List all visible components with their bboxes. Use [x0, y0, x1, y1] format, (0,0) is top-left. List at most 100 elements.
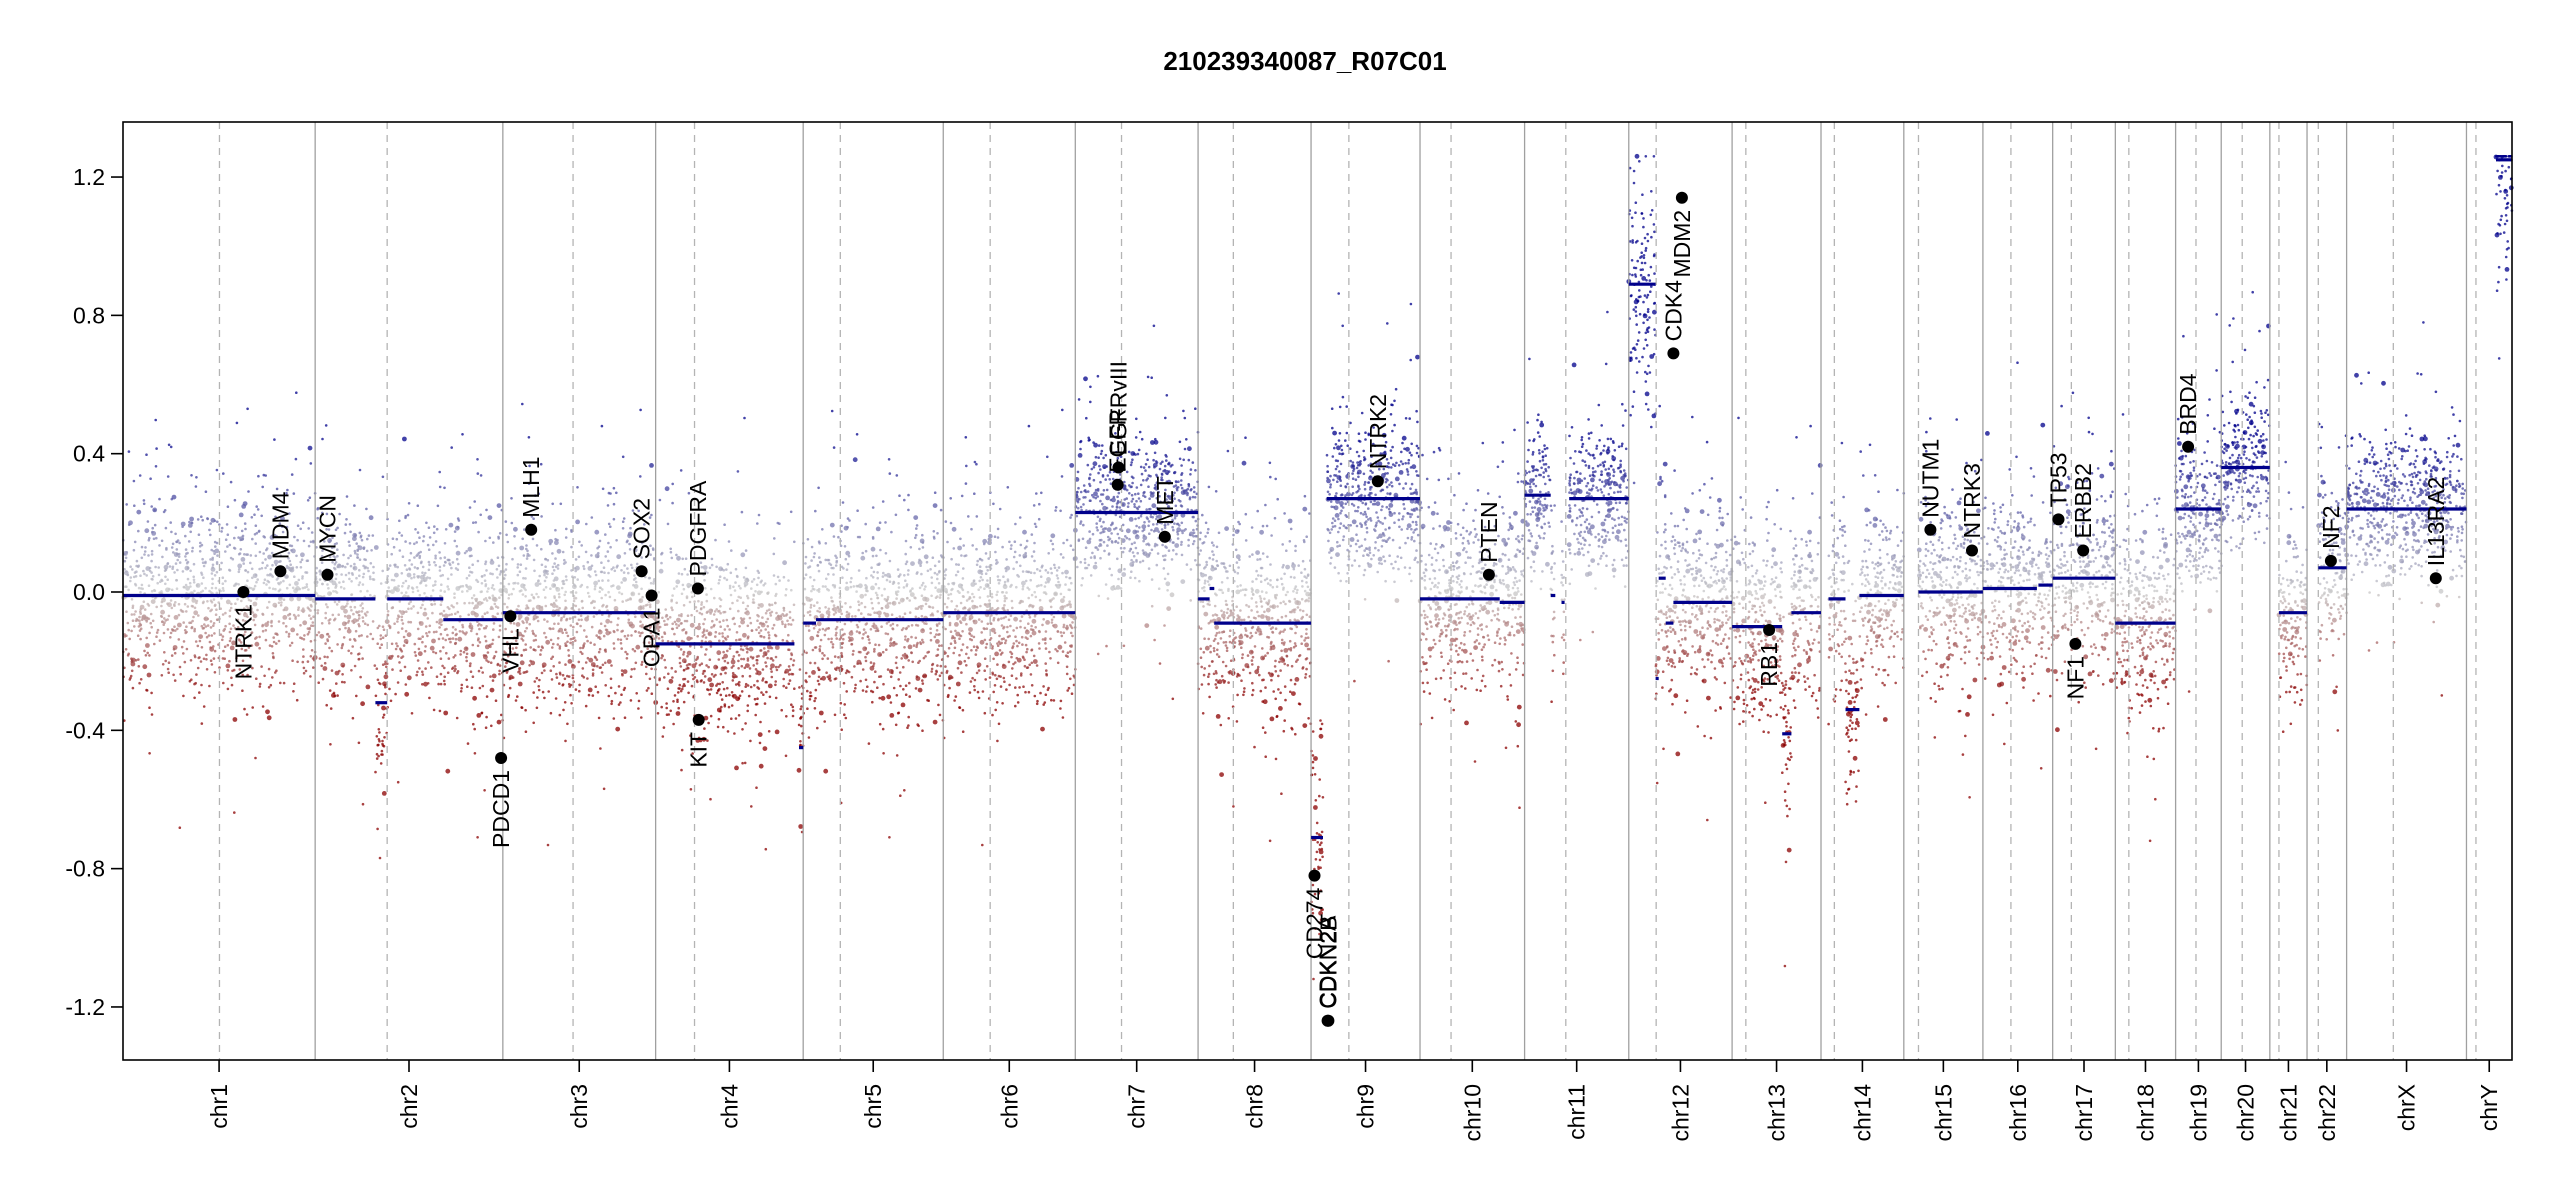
probe-point: [312, 615, 315, 618]
probe-point: [480, 575, 484, 578]
probe-point: [337, 600, 341, 603]
probe-point: [1022, 555, 1026, 559]
probe-point: [686, 614, 690, 617]
probe-point: [421, 670, 424, 674]
probe-point: [827, 573, 830, 576]
probe-point: [176, 627, 179, 631]
probe-point: [861, 689, 865, 692]
probe-point: [123, 559, 127, 563]
probe-point: [160, 590, 163, 593]
probe-point: [788, 679, 792, 682]
probe-point: [250, 644, 254, 647]
probe-point: [816, 726, 819, 730]
probe-point: [1035, 664, 1039, 667]
probe-point: [417, 651, 423, 657]
probe-point: [1011, 667, 1014, 670]
probe-point: [516, 582, 520, 585]
probe-point: [733, 732, 736, 735]
probe-point: [292, 690, 295, 693]
probe-point: [206, 624, 210, 627]
probe-point: [556, 637, 560, 640]
probe-point: [1002, 627, 1005, 630]
probe-point: [170, 546, 174, 549]
probe-point: [256, 608, 259, 612]
probe-point: [624, 650, 627, 654]
probe-point: [204, 631, 207, 635]
probe-point: [914, 687, 918, 690]
probe-point: [493, 655, 496, 658]
probe-point: [525, 544, 528, 547]
probe-point: [667, 713, 671, 716]
probe-point: [205, 658, 208, 661]
probe-point: [883, 587, 886, 591]
probe-point: [280, 525, 284, 528]
probe-point: [206, 517, 209, 520]
probe-point: [621, 527, 625, 530]
probe-point: [455, 557, 459, 561]
probe-point: [285, 491, 288, 495]
probe-point: [687, 691, 690, 695]
probe-point: [260, 665, 263, 668]
probe-point: [478, 686, 482, 690]
probe-point: [279, 603, 283, 607]
probe-point: [823, 633, 827, 637]
probe-point: [567, 675, 571, 678]
probe-point: [534, 649, 537, 652]
probe-point: [474, 597, 477, 601]
probe-point: [849, 638, 852, 642]
probe-point: [127, 628, 130, 632]
probe-point: [574, 604, 578, 608]
probe-point: [309, 675, 312, 678]
probe-point: [354, 639, 357, 642]
probe-point: [303, 634, 306, 637]
probe-point: [792, 659, 796, 662]
probe-point: [421, 603, 424, 607]
probe-point: [675, 579, 681, 585]
probe-point: [563, 701, 567, 704]
probe-point: [876, 576, 879, 580]
probe-point: [1054, 509, 1057, 512]
probe-point: [295, 554, 298, 558]
probe-point: [821, 657, 824, 661]
probe-point: [286, 488, 289, 492]
probe-point: [983, 587, 986, 590]
probe-point: [996, 575, 1000, 578]
probe-point: [894, 513, 898, 517]
probe-point: [833, 713, 837, 717]
probe-point: [510, 592, 513, 596]
probe-point: [471, 563, 475, 566]
probe-point: [726, 562, 730, 566]
probe-point: [256, 578, 260, 581]
probe-point: [601, 487, 605, 491]
probe-point: [302, 539, 306, 543]
probe-point: [185, 561, 189, 565]
probe-point: [373, 594, 376, 598]
probe-point: [782, 677, 785, 681]
probe-point: [880, 594, 884, 597]
probe-point: [532, 558, 536, 562]
probe-point: [845, 690, 848, 693]
probe-point: [170, 497, 174, 501]
probe-point: [170, 530, 173, 534]
probe-point: [267, 667, 271, 671]
probe-point: [973, 460, 977, 464]
probe-point: [559, 618, 563, 622]
probe-point: [524, 616, 530, 622]
probe-point: [278, 588, 282, 591]
probe-point: [209, 626, 213, 629]
probe-point: [714, 538, 717, 542]
probe-point: [914, 536, 917, 540]
probe-point: [983, 657, 987, 660]
probe-point: [373, 664, 377, 667]
probe-point: [240, 557, 246, 562]
probe-point: [704, 653, 707, 656]
probe-point: [969, 680, 973, 683]
probe-point: [593, 664, 596, 668]
probe-point: [545, 576, 548, 579]
probe-point: [762, 583, 765, 587]
probe-point: [840, 651, 843, 655]
probe-point: [334, 561, 338, 564]
probe-point: [869, 628, 873, 631]
probe-point: [918, 586, 922, 590]
probe-point: [951, 526, 957, 532]
